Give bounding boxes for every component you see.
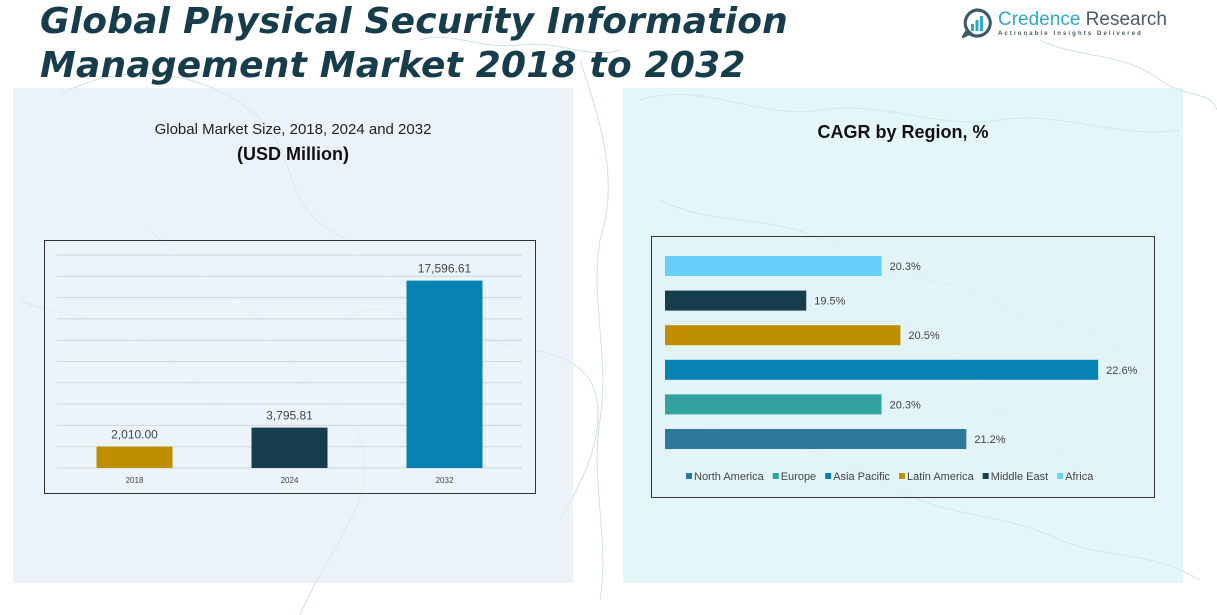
legend-item-africa: Africa <box>1065 471 1094 483</box>
bar-africa <box>665 256 882 276</box>
legend-swatch <box>899 473 906 479</box>
bar-value-label: 22.6% <box>1106 365 1137 377</box>
bar-value-label: 20.3% <box>890 399 921 411</box>
bar-middle-east <box>665 290 807 311</box>
logo-brand-name: Credence Research <box>998 9 1167 30</box>
legend-item-north-america: North America <box>694 471 765 483</box>
credence-research-logo: Credence Research Actionable Insights De… <box>962 8 1167 38</box>
bar-latin-america <box>665 325 901 346</box>
bar-value-label: 20.5% <box>908 330 939 342</box>
legend-swatch <box>825 473 832 479</box>
legend-swatch <box>982 473 989 479</box>
bar-asia-pacific <box>665 359 1099 380</box>
legend-swatch <box>772 473 779 479</box>
legend-item-asia-pacific: Asia Pacific <box>833 471 890 483</box>
bar-north-america <box>665 429 967 449</box>
legend-swatch <box>1057 473 1064 479</box>
legend-swatch <box>686 473 692 479</box>
bar-chart-speech-bubble-icon <box>962 8 992 38</box>
bar-value-label: 20.3% <box>890 261 921 273</box>
bar-value-label: 21.2% <box>974 434 1005 446</box>
logo-tagline: Actionable Insights Delivered <box>998 31 1143 37</box>
bar-value-label: 19.5% <box>814 296 845 308</box>
legend-item-latin-america: Latin America <box>907 471 975 483</box>
bar-europe <box>665 394 882 415</box>
legend-item-europe: Europe <box>781 471 816 483</box>
legend-item-middle-east: Middle East <box>991 471 1048 483</box>
page-title-line-1: Global Physical Security Information <box>40 1 789 42</box>
